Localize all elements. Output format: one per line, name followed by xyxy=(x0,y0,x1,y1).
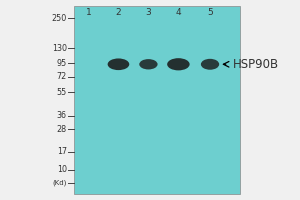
Ellipse shape xyxy=(201,59,219,70)
Text: 17: 17 xyxy=(57,147,67,156)
Text: 250: 250 xyxy=(52,14,67,23)
Text: 4: 4 xyxy=(176,8,181,17)
Text: HSP90B: HSP90B xyxy=(233,58,279,71)
Text: 36: 36 xyxy=(57,111,67,120)
Text: 55: 55 xyxy=(57,88,67,97)
Text: 28: 28 xyxy=(57,125,67,134)
Text: 95: 95 xyxy=(57,59,67,68)
Text: 5: 5 xyxy=(207,8,213,17)
Bar xyxy=(74,6,240,194)
Text: 1: 1 xyxy=(85,8,91,17)
Ellipse shape xyxy=(167,58,190,70)
Text: (Kd): (Kd) xyxy=(52,179,67,186)
Text: 72: 72 xyxy=(57,72,67,81)
Text: 10: 10 xyxy=(57,165,67,174)
Text: 2: 2 xyxy=(116,8,121,17)
Ellipse shape xyxy=(108,58,129,70)
Ellipse shape xyxy=(139,59,158,69)
Text: 3: 3 xyxy=(146,8,151,17)
Text: 130: 130 xyxy=(52,44,67,53)
